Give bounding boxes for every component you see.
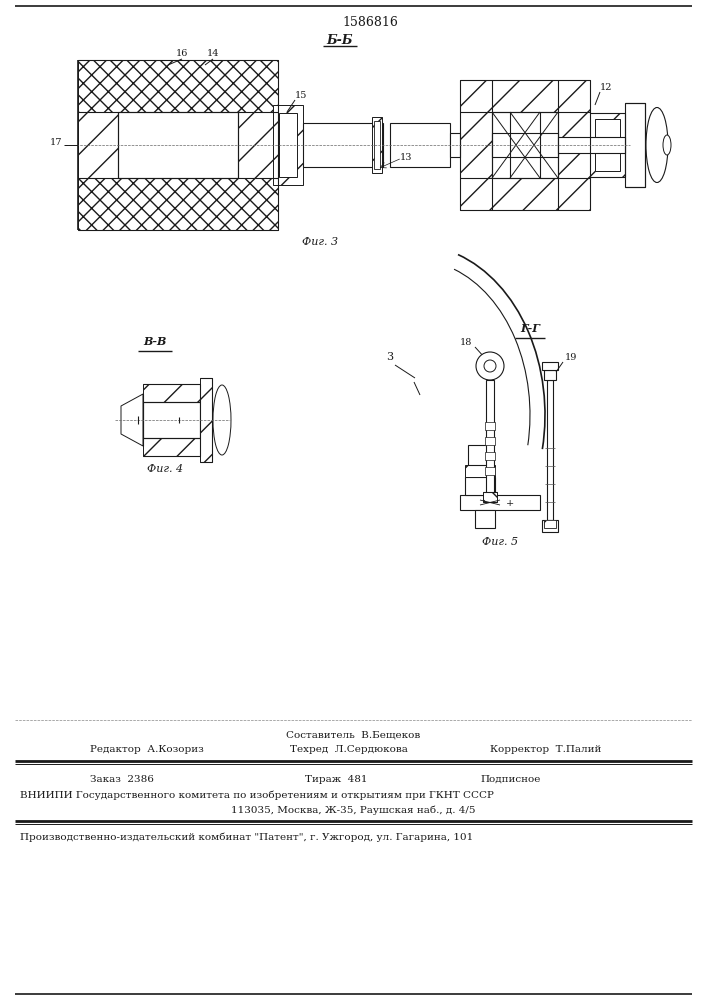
Bar xyxy=(483,492,497,502)
Bar xyxy=(492,112,558,178)
Text: ВНИИПИ Государственного комитета по изобретениям и открытиям при ГКНТ СССР: ВНИИПИ Государственного комитета по изоб… xyxy=(20,790,494,800)
Bar xyxy=(273,105,303,185)
Bar xyxy=(558,137,625,153)
Bar xyxy=(542,362,558,370)
Bar xyxy=(118,112,238,178)
Text: Производственно-издательский комбинат "Патент", г. Ужгород, ул. Гагарина, 101: Производственно-издательский комбинат "П… xyxy=(20,832,473,842)
Bar xyxy=(547,380,553,520)
Bar xyxy=(460,80,590,112)
Bar xyxy=(78,60,278,112)
Bar xyxy=(279,113,297,177)
Text: Техред  Л.Сердюкова: Техред Л.Сердюкова xyxy=(290,746,408,754)
Bar xyxy=(238,112,278,178)
Text: Г-Г: Г-Г xyxy=(520,323,540,334)
Bar xyxy=(485,467,495,475)
Polygon shape xyxy=(121,394,143,446)
Bar xyxy=(390,123,450,167)
Bar xyxy=(544,370,556,380)
Bar xyxy=(542,520,558,532)
Text: +: + xyxy=(506,498,514,508)
Bar xyxy=(485,437,495,445)
Bar xyxy=(78,178,278,230)
Text: 1586816: 1586816 xyxy=(342,15,398,28)
Text: В-В: В-В xyxy=(144,336,167,347)
Ellipse shape xyxy=(663,135,671,155)
Text: Заказ  2386: Заказ 2386 xyxy=(90,774,154,784)
Text: Подписное: Подписное xyxy=(480,774,540,784)
Bar xyxy=(372,117,382,173)
Bar xyxy=(595,119,620,171)
Bar xyxy=(558,112,590,178)
Circle shape xyxy=(476,352,504,380)
Ellipse shape xyxy=(213,385,231,455)
Bar xyxy=(460,112,492,178)
Bar xyxy=(78,112,118,178)
Text: 13: 13 xyxy=(400,153,412,162)
Text: 12: 12 xyxy=(600,83,612,92)
Bar xyxy=(590,113,625,177)
Text: Тираж  481: Тираж 481 xyxy=(305,774,368,784)
Text: 18: 18 xyxy=(460,338,472,347)
Text: 19: 19 xyxy=(565,353,578,362)
Bar xyxy=(200,378,212,462)
Bar xyxy=(475,510,495,528)
Text: 16: 16 xyxy=(176,49,188,58)
Bar xyxy=(465,465,495,477)
Bar xyxy=(486,380,494,495)
Text: Фиг. 5: Фиг. 5 xyxy=(482,537,518,547)
Bar xyxy=(468,445,492,465)
Text: Составитель  В.Бещеков: Составитель В.Бещеков xyxy=(286,730,420,740)
Bar xyxy=(544,520,556,528)
Bar xyxy=(460,495,540,510)
Bar xyxy=(460,178,590,210)
Bar xyxy=(492,133,558,157)
Text: Редактор  А.Козориз: Редактор А.Козориз xyxy=(90,746,204,754)
Bar xyxy=(465,477,495,495)
Ellipse shape xyxy=(646,107,668,182)
Circle shape xyxy=(484,360,496,372)
Bar xyxy=(143,438,200,456)
Text: Фиг. 4: Фиг. 4 xyxy=(147,464,183,474)
Text: Б-Б: Б-Б xyxy=(327,33,354,46)
Bar xyxy=(143,402,200,438)
Bar xyxy=(143,384,200,402)
Bar xyxy=(485,422,495,430)
Text: 14: 14 xyxy=(206,49,219,58)
Bar xyxy=(374,121,380,169)
Text: Фиг. 3: Фиг. 3 xyxy=(302,237,338,247)
Text: 113035, Москва, Ж-35, Раушская наб., д. 4/5: 113035, Москва, Ж-35, Раушская наб., д. … xyxy=(230,805,475,815)
Text: 15: 15 xyxy=(295,91,308,100)
Text: 3: 3 xyxy=(387,352,394,362)
Text: Корректор  Т.Палий: Корректор Т.Палий xyxy=(490,746,602,754)
Bar xyxy=(625,103,645,187)
Text: 17: 17 xyxy=(49,138,62,147)
Bar xyxy=(450,133,460,157)
Bar xyxy=(303,123,383,167)
Bar xyxy=(485,452,495,460)
